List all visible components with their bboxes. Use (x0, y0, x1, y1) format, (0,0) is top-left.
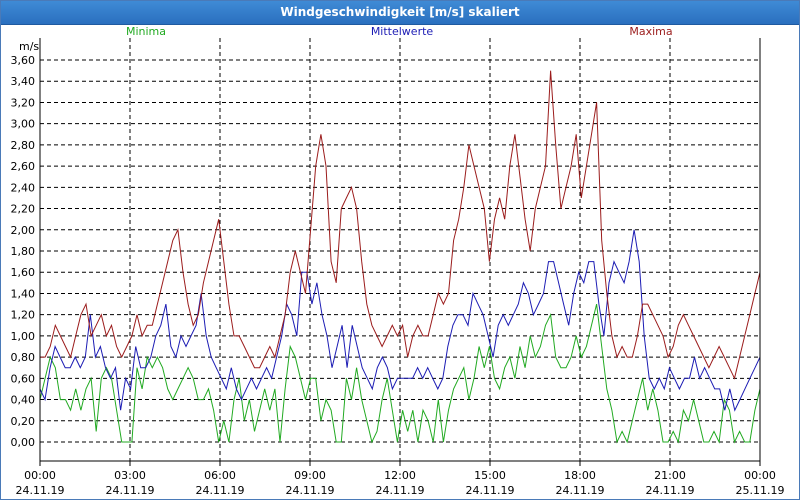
series-line-minima (39, 303, 761, 444)
x-tick-date: 24.11.19 (646, 484, 695, 497)
y-tick-label: 1,60 (11, 266, 36, 279)
y-tick-label: 2,60 (11, 160, 36, 173)
x-tick-time: 09:00 (294, 469, 326, 482)
y-axis-unit-label: m/s (19, 40, 39, 53)
x-tick-date: 24.11.19 (106, 484, 155, 497)
y-tick-label: 2,20 (11, 203, 36, 216)
legend-minima: Minima (126, 25, 166, 38)
y-tick-label: 3,20 (11, 96, 36, 109)
x-tick-time: 00:00 (744, 469, 776, 482)
y-tick-label: 3,60 (11, 54, 36, 67)
legend-mittelwerte: Mittelwerte (371, 25, 434, 38)
y-tick-label: 2,80 (11, 139, 36, 152)
y-tick-label: 0,40 (11, 394, 36, 407)
x-tick-date: 24.11.19 (16, 484, 65, 497)
x-tick-time: 12:00 (384, 469, 416, 482)
x-tick-time: 21:00 (654, 469, 686, 482)
y-axis-labels: 0,00 0,20 0,40 0,60 0,80 1,00 1,20 1,40 1,60 1,80… (11, 54, 36, 449)
title-bar: Windgeschwindigkeit [m/s] skaliert (1, 1, 799, 25)
legend-maxima: Maxima (629, 25, 672, 38)
x-tick-date: 24.11.19 (196, 484, 245, 497)
y-tick-label: 0,20 (11, 415, 36, 428)
y-tick-label: 2,00 (11, 224, 36, 237)
x-tick-date: 24.11.19 (556, 484, 605, 497)
x-tick-date: 24.11.19 (286, 484, 335, 497)
y-tick-label: 1,40 (11, 287, 36, 300)
y-tick-label: 1,00 (11, 330, 36, 343)
x-tick-date: 25.11.19 (736, 484, 785, 497)
x-tick-date: 24.11.19 (376, 484, 425, 497)
y-tick-label: 1,20 (11, 309, 36, 322)
x-tick-date: 24.11.19 (466, 484, 515, 497)
y-tick-label: 2,40 (11, 181, 36, 194)
window-title: Windgeschwindigkeit [m/s] skaliert (280, 5, 520, 19)
series-lines (39, 70, 761, 444)
y-tick-label: 1,80 (11, 245, 36, 258)
x-axis-labels: 00:00 24.11.19 03:00 24.11.19 06:00 24.11.19 0… (16, 461, 785, 497)
series-line-mittelwerte (39, 229, 761, 412)
series-line-maxima (40, 70, 761, 380)
grid-lines (40, 38, 760, 461)
y-tick-label: 0,60 (11, 372, 36, 385)
x-tick-time: 06:00 (204, 469, 236, 482)
y-tick-label: 3,40 (11, 75, 36, 88)
x-tick-time: 15:00 (474, 469, 506, 482)
x-tick-time: 03:00 (114, 469, 146, 482)
x-tick-time: 00:00 (24, 469, 56, 482)
y-tick-label: 3,00 (11, 118, 36, 131)
y-tick-label: 0,00 (11, 436, 36, 449)
y-tick-label: 0,80 (11, 351, 36, 364)
x-tick-time: 18:00 (564, 469, 596, 482)
